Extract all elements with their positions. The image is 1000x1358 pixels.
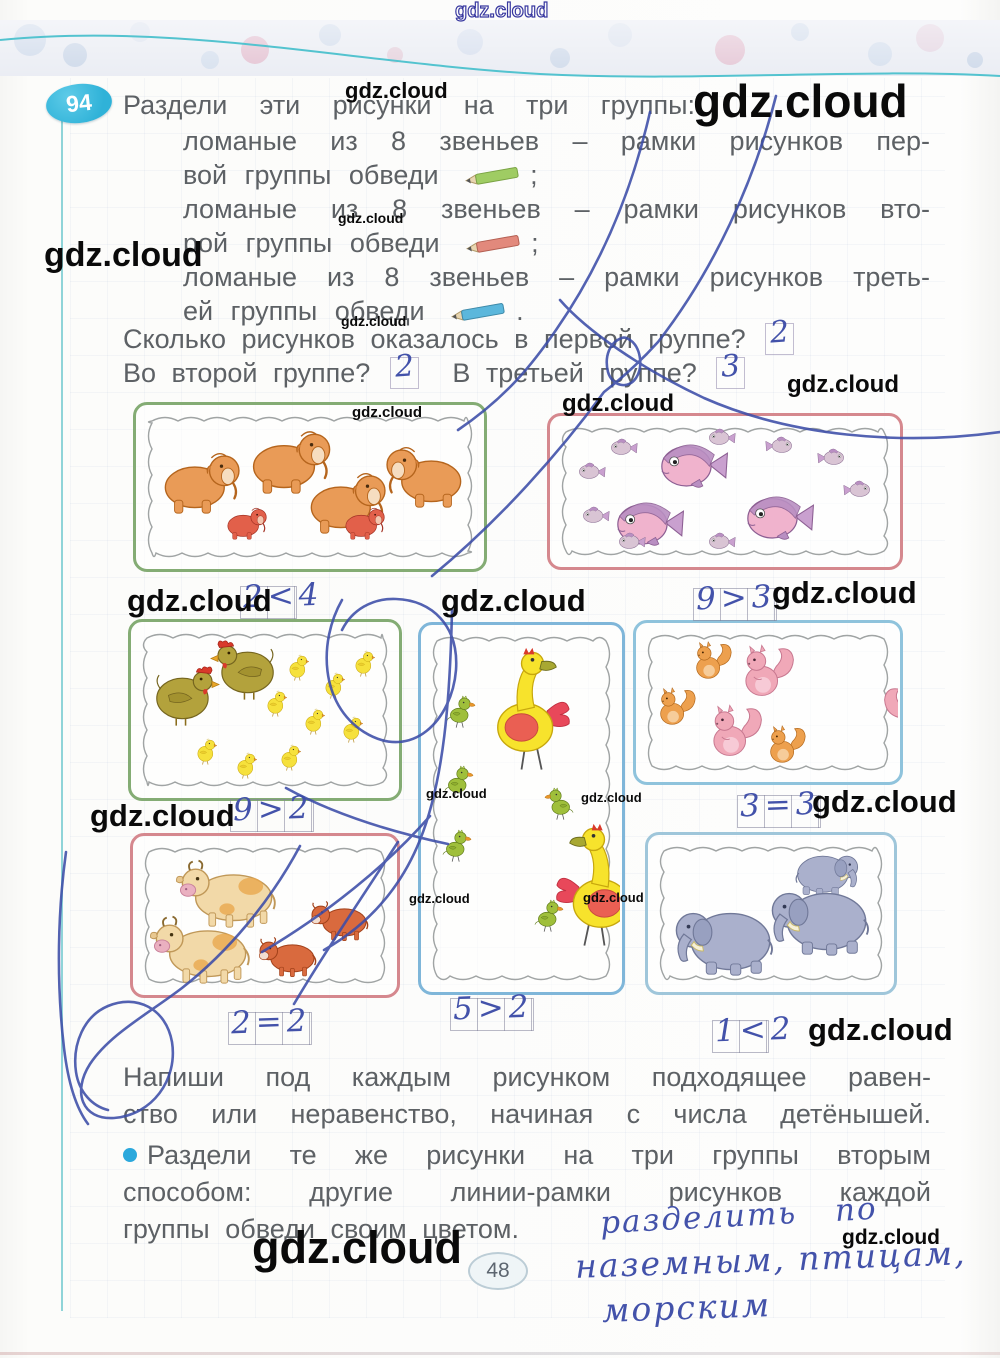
red-pencil-icon [466, 235, 520, 253]
gdz-cloud-watermark: gdz.cloud [441, 583, 586, 618]
picture-frame-fish [547, 413, 903, 570]
task-item2-line1: ломаные из 8 звеньев – рамки рисунков вт… [183, 194, 930, 224]
punct: ; [530, 160, 538, 190]
gdz-cloud-watermark: gdz.cloud [772, 575, 917, 610]
bottom-instruction-line2: ство или неравенство, начиная с числа де… [123, 1099, 931, 1129]
bullet-marker [123, 1148, 137, 1162]
picture-frame-elephants [645, 832, 897, 995]
question-line-2: Во второй группе? 2 В третьей группе? 3 [123, 348, 749, 390]
handwritten-equation: 9>3 [695, 578, 778, 618]
picture-frame-birds [418, 622, 625, 995]
equation-mammoths: 2<4 [240, 577, 324, 619]
answer-box-1: 2 [765, 314, 795, 355]
gdz-cloud-watermark: gdz.cloud [338, 210, 404, 226]
page-number-badge: 48 [468, 1252, 528, 1290]
equation-squirrels: 3=3 [737, 786, 821, 828]
gdz-cloud-watermark: gdz.cloud [409, 891, 470, 906]
gdz-cloud-watermark: gdz.cloud [842, 1226, 940, 1249]
gdz-cloud-watermark: gdz.cloud [345, 78, 448, 103]
task-item2-line2: рой группы обведи ; [183, 226, 539, 260]
blue-pencil-icon [451, 303, 505, 321]
gdz-cloud-watermark: gdz.cloud [252, 1222, 462, 1273]
bullet-instruction-line1: Раздели те же рисунки на три группы втор… [147, 1140, 931, 1170]
answer-box-2: 2 [389, 348, 419, 389]
gdz-cloud-watermark: gdz.cloud [583, 890, 644, 905]
gdz-cloud-watermark: gdz.cloud [454, 0, 549, 23]
page-bottom-edge [0, 1352, 1000, 1355]
task-item1-line1: ломаные из 8 звеньев – рамки рисунков пе… [183, 126, 930, 156]
gdz-cloud-watermark: gdz.cloud [90, 798, 235, 833]
gdz-cloud-watermark: gdz.cloud [787, 371, 899, 398]
bullet-instruction-line2: способом: другие линии-рамки рисунков ка… [123, 1177, 931, 1207]
picture-frame-cows [130, 833, 400, 998]
task-item1-text: вой группы обведи [183, 160, 439, 190]
handwritten-equation: 1<2 [714, 1010, 797, 1050]
handwritten-equation: 5>2 [452, 988, 535, 1028]
picture-frame-chickens [128, 619, 402, 801]
gdz-cloud-watermark: gdz.cloud [562, 390, 674, 417]
equation-elephants: 1<2 [712, 1011, 796, 1053]
equation-fish: 9>3 [693, 579, 777, 621]
page-number: 48 [486, 1259, 510, 1282]
question3-text: В третьей группе? [452, 358, 697, 388]
punct: ; [531, 228, 539, 258]
green-pencil-icon [465, 167, 519, 185]
handwritten-answer-1: 2 [768, 314, 791, 351]
picture-frame-mammoths [133, 402, 487, 572]
task-number: 94 [64, 88, 94, 118]
gdz-cloud-watermark: gdz.cloud [693, 75, 908, 127]
gdz-cloud-watermark: gdz.cloud [426, 786, 487, 801]
question-line-1: Сколько рисунков оказалось в первой груп… [123, 314, 798, 356]
handwritten-equation: 2=2 [230, 1002, 313, 1042]
header-decor-band [0, 20, 1000, 78]
gdz-cloud-watermark: gdz.cloud [808, 1012, 953, 1047]
task-item2-text: рой группы обведи [183, 228, 440, 258]
equation-birds: 5>2 [450, 989, 534, 1031]
gdz-cloud-watermark: gdz.cloud [352, 404, 422, 421]
answer-box-3: 3 [716, 348, 746, 389]
question1-text: Сколько рисунков оказалось в первой груп… [123, 324, 746, 354]
task-item3-line1: ломаные из 8 звеньев – рамки рисунков тр… [183, 262, 930, 292]
margin-line [61, 121, 63, 1311]
bottom-instruction-line1: Напиши под каждым рисунком подходящее ра… [123, 1062, 931, 1092]
handwritten-answer-3: 3 [720, 348, 742, 385]
gdz-cloud-watermark: gdz.cloud [581, 790, 642, 805]
gdz-cloud-watermark: gdz.cloud [127, 583, 272, 618]
equation-cows: 2=2 [228, 1003, 312, 1045]
handwritten-equation: 3=3 [739, 785, 822, 825]
task-item1-line2: вой группы обведи ; [183, 158, 538, 192]
equation-chickens: 9>2 [230, 790, 314, 832]
handwritten-equation: 9>2 [232, 789, 315, 829]
bullet-instruction-line3: группы обведи своим цветом. [123, 1214, 519, 1244]
task-item3-text: ей группы обведи [183, 296, 425, 326]
teal-wave-line [0, 34, 1000, 78]
handwritten-answer-2: 2 [393, 348, 416, 385]
task-number-badge: 94 [44, 80, 114, 127]
gdz-cloud-watermark: gdz.cloud [44, 236, 203, 274]
picture-frame-squirrels [633, 620, 903, 785]
gdz-cloud-watermark: gdz.cloud [812, 784, 957, 819]
gdz-cloud-watermark: gdz.cloud [341, 313, 407, 329]
handwritten-note-line3: морским [601, 1285, 772, 1330]
question2-text: Во второй группе? [123, 358, 371, 388]
